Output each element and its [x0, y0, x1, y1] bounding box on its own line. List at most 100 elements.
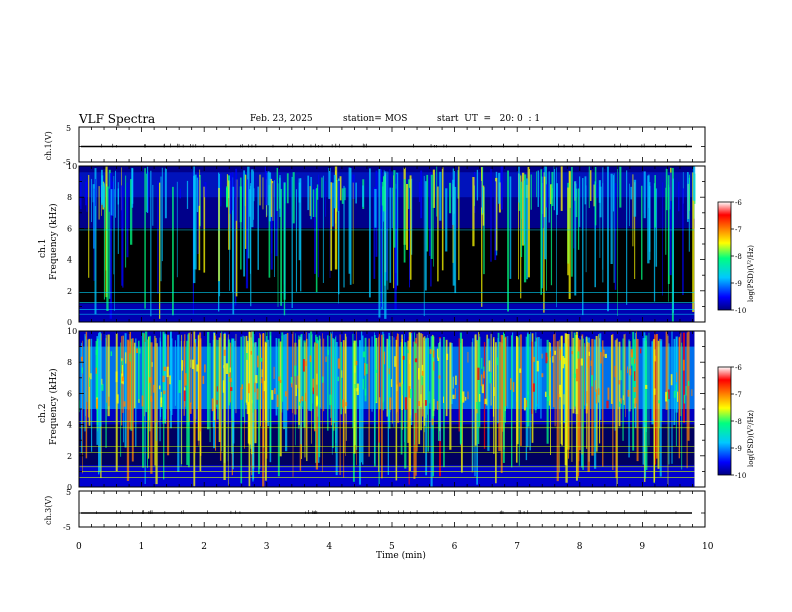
- spectral-patch: [364, 363, 366, 376]
- x-axis-label: Time (min): [376, 550, 426, 561]
- spectral-streak: [292, 333, 294, 414]
- spectral-patch: [260, 357, 263, 362]
- spectral-streak: [393, 170, 396, 248]
- spectral-patch: [433, 399, 435, 411]
- spectral-patch: [362, 378, 364, 390]
- spectral-streak: [174, 340, 176, 406]
- panel-label: ch.2: [38, 404, 48, 423]
- spectral-streak: [352, 333, 354, 429]
- spectral-streak: [215, 335, 217, 451]
- x-tick-label: 5: [389, 542, 395, 552]
- spectral-streak: [306, 338, 308, 462]
- spectral-streak: [221, 331, 223, 452]
- spectral-streak: [542, 168, 544, 229]
- spectral-streak: [186, 340, 189, 465]
- spectral-streak: [518, 166, 520, 203]
- spectral-streak: [575, 188, 578, 218]
- spectral-streak: [243, 170, 246, 277]
- spectral-patch: [302, 359, 305, 372]
- spectral-streak: [268, 172, 272, 222]
- spectral-streak: [418, 332, 421, 445]
- spectral-streak: [593, 184, 596, 207]
- spectral-patch: [163, 366, 166, 372]
- spectral-streak: [196, 177, 199, 213]
- spectral-patch: [618, 401, 621, 407]
- spectral-streak: [198, 180, 201, 271]
- spectral-streak: [686, 172, 689, 222]
- spectral-patch: [587, 357, 590, 368]
- spectral-patch: [577, 351, 580, 359]
- spectral-streak: [315, 343, 319, 470]
- spectral-streak: [642, 338, 645, 465]
- spectral-patch: [545, 352, 548, 364]
- spectral-patch: [345, 402, 348, 406]
- spectral-streak: [106, 335, 108, 403]
- spectral-patch: [685, 385, 687, 396]
- spectral-patch: [691, 389, 693, 397]
- spectral-streak: [339, 334, 341, 476]
- spectral-streak: [560, 166, 563, 211]
- spectral-streak: [573, 188, 575, 249]
- spectral-streak: [121, 185, 123, 286]
- spectral-streak: [511, 335, 513, 468]
- spectral-streak: [668, 343, 670, 465]
- spectral-patch: [420, 394, 422, 408]
- spectral-streak: [220, 173, 222, 207]
- spectral-streak: [518, 173, 519, 280]
- spectral-patch: [433, 361, 435, 371]
- spectral-streak: [655, 188, 658, 267]
- spectral-patch: [192, 359, 195, 370]
- spectral-streak: [635, 331, 637, 404]
- spectral-streak: [144, 168, 146, 309]
- spectral-streak: [232, 186, 235, 315]
- spectral-streak: [99, 340, 102, 427]
- spectral-streak: [94, 168, 97, 315]
- spectral-patch: [121, 358, 123, 362]
- spectral-patch: [620, 370, 622, 381]
- spectral-patch: [630, 349, 634, 358]
- spectral-streak: [98, 333, 100, 475]
- spectral-streak: [387, 338, 389, 475]
- y-tick-label: 6: [67, 224, 72, 233]
- spectral-streak: [130, 338, 133, 431]
- spectral-patch: [563, 394, 565, 405]
- panel-label: ch.1: [38, 239, 48, 258]
- spectral-patch: [95, 367, 98, 374]
- spectral-patch: [211, 398, 214, 412]
- spectral-streak: [452, 179, 455, 225]
- spectral-streak: [602, 167, 604, 283]
- spectral-streak: [386, 175, 388, 281]
- spectral-patch: [496, 357, 498, 365]
- spectral-patch: [273, 366, 275, 379]
- spectral-streak: [540, 338, 542, 419]
- spectral-streak: [494, 181, 497, 261]
- spectral-patch: [229, 367, 231, 373]
- spectral-patch: [189, 402, 192, 414]
- spectral-patch: [121, 376, 125, 382]
- spectral-patch: [467, 391, 469, 400]
- x-tick-label: 3: [264, 542, 270, 552]
- spectral-patch: [390, 379, 392, 388]
- spectral-streak: [91, 338, 93, 452]
- spectral-patch: [160, 397, 163, 408]
- spectral-patch: [571, 351, 574, 355]
- spectral-streak: [550, 184, 553, 286]
- spectral-streak: [172, 186, 174, 316]
- spectral-patch: [402, 355, 405, 360]
- spectral-streak: [335, 337, 336, 453]
- spectral-streak: [112, 181, 115, 217]
- spectral-streak: [669, 172, 672, 276]
- spectral-streak: [543, 172, 545, 313]
- spectral-streak: [374, 188, 377, 228]
- spectral-streak: [146, 166, 149, 213]
- spectral-patch: [493, 387, 495, 397]
- x-tick-label: 10: [702, 542, 714, 552]
- spectral-streak: [420, 170, 423, 219]
- spectral-patch: [375, 369, 378, 373]
- spectral-streak: [681, 342, 683, 470]
- spectral-streak: [584, 343, 585, 406]
- spectral-streak: [648, 332, 650, 446]
- spectral-patch: [278, 376, 281, 381]
- spectral-streak: [275, 338, 278, 416]
- spectral-streak: [678, 337, 680, 426]
